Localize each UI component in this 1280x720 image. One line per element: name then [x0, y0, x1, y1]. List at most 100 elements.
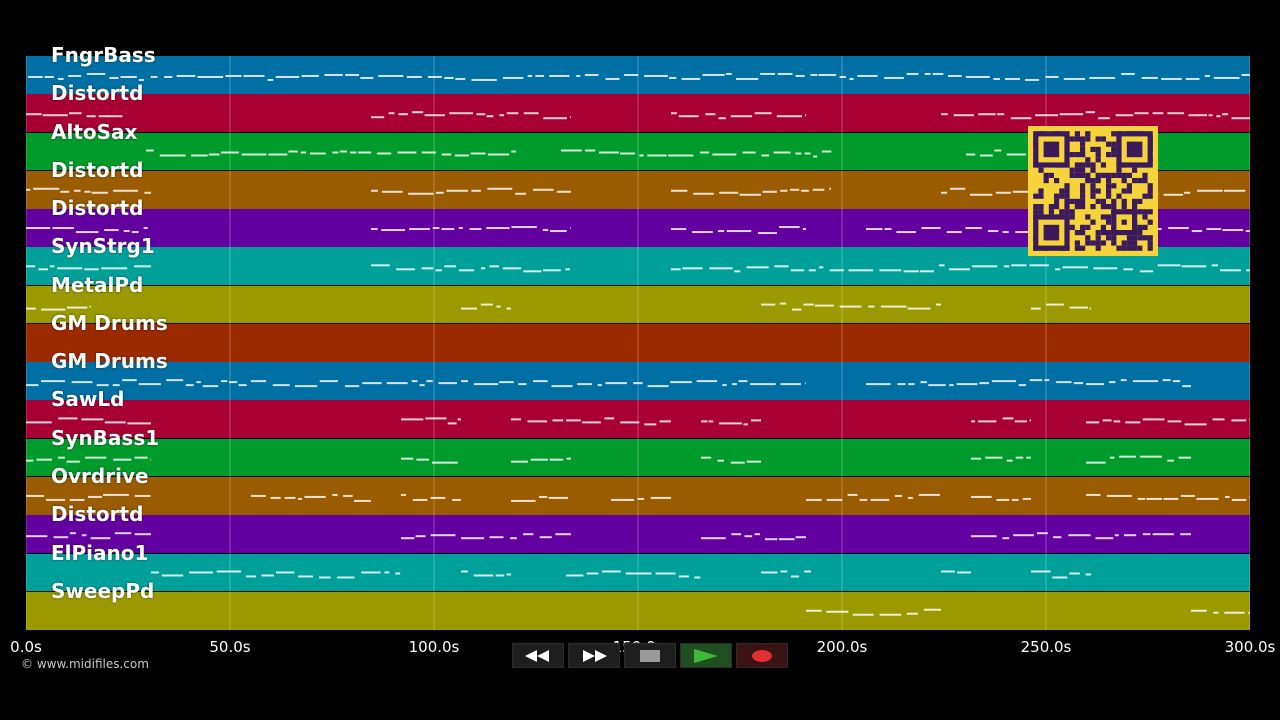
note-mark: [1216, 115, 1221, 118]
note-mark: [708, 420, 714, 423]
note-mark: [584, 73, 599, 76]
note-mark: [430, 496, 446, 499]
rewind-icon: [525, 649, 549, 662]
note-mark: [1013, 534, 1034, 537]
note-mark: [353, 499, 371, 502]
note-mark: [424, 114, 445, 117]
note-mark: [487, 187, 513, 190]
track-label: GM Drums: [51, 349, 168, 374]
note-mark: [880, 305, 907, 308]
note-mark: [804, 570, 811, 573]
note-mark: [26, 384, 39, 387]
note-mark: [1006, 459, 1013, 462]
note-mark: [134, 494, 151, 497]
note-mark: [1241, 73, 1250, 76]
note-mark: [324, 73, 343, 76]
note-mark: [972, 265, 998, 268]
rewind-button[interactable]: [512, 643, 564, 668]
note-mark: [826, 610, 849, 613]
note-mark: [220, 151, 239, 154]
note-mark: [401, 493, 407, 496]
note-mark: [919, 270, 934, 273]
note-mark: [637, 497, 645, 500]
note-mark: [486, 227, 510, 230]
note-mark: [1003, 265, 1010, 268]
note-mark: [510, 537, 517, 540]
note-mark: [261, 574, 274, 577]
note-mark: [1086, 493, 1101, 496]
note-mark: [870, 498, 890, 501]
note-mark: [275, 75, 300, 78]
note-mark: [272, 384, 290, 387]
note-mark: [953, 114, 975, 117]
note-mark: [511, 150, 516, 153]
note-mark: [1167, 112, 1184, 115]
note-mark: [1031, 570, 1051, 573]
note-mark: [668, 154, 694, 157]
note-mark: [225, 74, 242, 77]
track-lane[interactable]: [26, 323, 1250, 363]
record-button[interactable]: [736, 643, 788, 668]
copyright-text: © www.midifiles.com: [21, 657, 149, 671]
note-mark: [947, 74, 962, 77]
note-mark: [42, 114, 68, 117]
note-mark: [779, 302, 787, 305]
track-label: FngrBass: [51, 43, 156, 67]
stop-button[interactable]: [624, 643, 676, 668]
note-mark: [208, 153, 220, 156]
note-mark: [585, 149, 596, 152]
play-button[interactable]: [680, 643, 732, 668]
note-mark: [803, 303, 814, 306]
note-mark: [343, 494, 353, 497]
note-mark: [647, 154, 667, 157]
note-mark: [818, 266, 824, 269]
note-mark: [906, 72, 919, 75]
track-lane[interactable]: [26, 591, 1250, 631]
note-mark: [150, 458, 151, 461]
track-lane[interactable]: [26, 476, 1250, 516]
note-mark: [1035, 114, 1059, 117]
note-mark: [903, 270, 919, 273]
note-mark: [245, 575, 257, 578]
note-mark: [523, 533, 534, 536]
time-tick-label: 300.0s: [1224, 638, 1276, 656]
note-mark: [499, 114, 505, 117]
note-mark: [26, 421, 52, 424]
note-mark: [332, 151, 339, 154]
note-mark: [659, 420, 671, 423]
note-mark: [146, 149, 154, 152]
note-mark: [470, 152, 486, 155]
note-mark: [388, 112, 395, 115]
note-mark: [1249, 418, 1250, 421]
track-label: SawLd: [51, 387, 125, 412]
note-mark: [1161, 77, 1182, 80]
note-mark: [1231, 419, 1247, 422]
note-mark: [734, 270, 741, 273]
fast-forward-button[interactable]: [568, 643, 620, 668]
note-mark: [421, 267, 434, 270]
note-mark: [624, 73, 639, 76]
note-mark: [535, 74, 545, 77]
note-mark: [969, 193, 993, 196]
note-mark: [1123, 268, 1133, 271]
qr-code-icon[interactable]: [1028, 126, 1158, 256]
note-mark: [430, 534, 456, 537]
note-mark: [502, 267, 522, 270]
note-mark: [950, 187, 966, 190]
note-mark: [1089, 307, 1091, 310]
note-mark: [1231, 117, 1250, 120]
note-mark: [566, 457, 571, 460]
note-mark: [971, 495, 992, 498]
note-mark: [26, 494, 45, 497]
note-mark: [997, 113, 1005, 116]
time-tick-label: 50.0s: [209, 638, 251, 656]
note-mark: [123, 230, 130, 233]
note-mark: [548, 496, 569, 499]
note-mark: [852, 613, 874, 616]
track-lane[interactable]: [26, 438, 1250, 478]
note-mark: [1025, 78, 1040, 81]
note-mark: [386, 382, 408, 385]
note-mark: [750, 383, 776, 386]
note-mark: [41, 380, 66, 383]
note-mark: [611, 498, 635, 501]
